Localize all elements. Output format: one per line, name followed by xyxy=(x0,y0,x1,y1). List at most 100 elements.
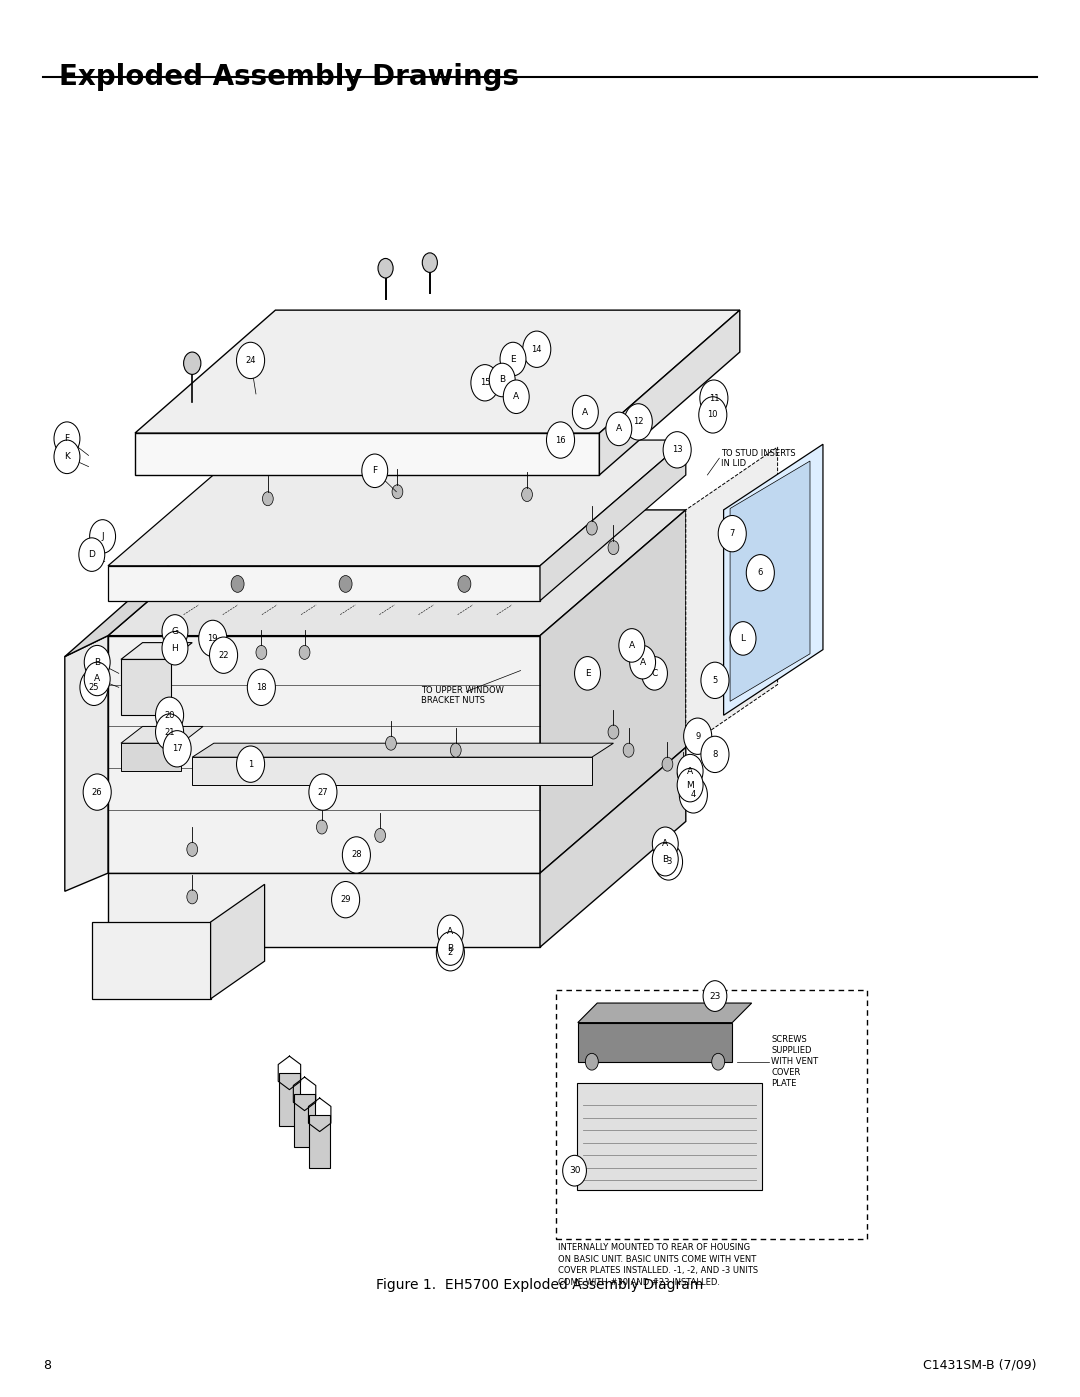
Text: K: K xyxy=(64,453,70,461)
Text: A: A xyxy=(582,408,589,416)
Circle shape xyxy=(332,882,360,918)
Text: A: A xyxy=(629,641,635,650)
Text: E: E xyxy=(584,669,591,678)
Text: 10: 10 xyxy=(707,411,718,419)
Circle shape xyxy=(187,890,198,904)
Polygon shape xyxy=(135,310,740,433)
Circle shape xyxy=(586,521,597,535)
Polygon shape xyxy=(686,447,778,747)
Text: B: B xyxy=(94,658,100,666)
Circle shape xyxy=(436,935,464,971)
Polygon shape xyxy=(577,1083,762,1190)
Text: F: F xyxy=(65,434,69,443)
Circle shape xyxy=(386,736,396,750)
Text: 21: 21 xyxy=(164,728,175,736)
Polygon shape xyxy=(92,922,211,999)
Text: TO UPPER WINDOW
BRACKET NUTS: TO UPPER WINDOW BRACKET NUTS xyxy=(421,686,504,705)
Circle shape xyxy=(677,767,688,781)
Circle shape xyxy=(156,697,184,733)
Text: 4: 4 xyxy=(691,791,696,799)
Polygon shape xyxy=(192,757,592,785)
Circle shape xyxy=(184,352,201,374)
Text: A: A xyxy=(447,928,454,936)
Text: 17: 17 xyxy=(172,745,183,753)
Text: A: A xyxy=(616,425,622,433)
Polygon shape xyxy=(121,659,171,715)
Circle shape xyxy=(730,622,756,655)
Polygon shape xyxy=(540,747,686,947)
Text: 6: 6 xyxy=(758,569,762,577)
Polygon shape xyxy=(192,743,613,757)
Text: E: E xyxy=(510,355,516,363)
Text: 13: 13 xyxy=(672,446,683,454)
Text: SCREWS
SUPPLIED
WITH VENT
COVER
PLATE: SCREWS SUPPLIED WITH VENT COVER PLATE xyxy=(771,1035,819,1088)
Circle shape xyxy=(701,736,729,773)
Circle shape xyxy=(523,331,551,367)
Text: 22: 22 xyxy=(218,651,229,659)
Circle shape xyxy=(237,342,265,379)
Text: L: L xyxy=(741,634,745,643)
Text: A: A xyxy=(662,840,669,848)
Text: 23: 23 xyxy=(710,992,720,1000)
Circle shape xyxy=(471,365,499,401)
Text: A: A xyxy=(513,393,519,401)
Text: B: B xyxy=(499,376,505,384)
Text: H: H xyxy=(172,644,178,652)
Circle shape xyxy=(608,541,619,555)
Circle shape xyxy=(572,395,598,429)
Circle shape xyxy=(677,768,703,802)
Text: 28: 28 xyxy=(351,851,362,859)
Circle shape xyxy=(630,645,656,679)
Circle shape xyxy=(746,555,774,591)
Polygon shape xyxy=(108,566,540,601)
Circle shape xyxy=(437,932,463,965)
Circle shape xyxy=(701,662,729,698)
Circle shape xyxy=(339,576,352,592)
Polygon shape xyxy=(108,636,540,873)
Circle shape xyxy=(663,432,691,468)
Text: A: A xyxy=(639,658,646,666)
Circle shape xyxy=(79,538,105,571)
Text: 8: 8 xyxy=(43,1359,51,1372)
Circle shape xyxy=(662,757,673,771)
Circle shape xyxy=(652,827,678,861)
Polygon shape xyxy=(108,440,686,566)
Polygon shape xyxy=(121,643,192,659)
Polygon shape xyxy=(724,444,823,715)
Polygon shape xyxy=(108,510,686,636)
Circle shape xyxy=(156,714,184,750)
Polygon shape xyxy=(65,636,108,891)
Circle shape xyxy=(316,820,327,834)
Text: 1: 1 xyxy=(248,760,253,768)
Circle shape xyxy=(162,631,188,665)
Polygon shape xyxy=(578,1003,752,1023)
Polygon shape xyxy=(65,510,254,657)
Circle shape xyxy=(187,842,198,856)
Circle shape xyxy=(503,380,529,414)
Text: F: F xyxy=(373,467,377,475)
Bar xyxy=(279,1073,300,1126)
Circle shape xyxy=(437,915,463,949)
Circle shape xyxy=(163,731,191,767)
Circle shape xyxy=(699,397,727,433)
Text: C: C xyxy=(651,669,658,678)
Circle shape xyxy=(309,774,337,810)
Text: B: B xyxy=(662,855,669,863)
Text: 3: 3 xyxy=(666,858,671,866)
Polygon shape xyxy=(211,884,265,999)
Text: A: A xyxy=(94,675,100,683)
Text: INTERNALLY MOUNTED TO REAR OF HOUSING
ON BASIC UNIT. BASIC UNITS COME WITH VENT
: INTERNALLY MOUNTED TO REAR OF HOUSING ON… xyxy=(558,1243,758,1287)
Circle shape xyxy=(623,743,634,757)
Circle shape xyxy=(199,620,227,657)
Text: 24: 24 xyxy=(245,356,256,365)
Circle shape xyxy=(546,422,575,458)
Circle shape xyxy=(684,718,712,754)
Circle shape xyxy=(90,520,116,553)
Circle shape xyxy=(162,615,188,648)
Circle shape xyxy=(247,669,275,705)
Text: A: A xyxy=(687,767,693,775)
Text: Figure 1.  EH5700 Exploded Assembly Diagram: Figure 1. EH5700 Exploded Assembly Diagr… xyxy=(376,1278,704,1292)
Circle shape xyxy=(679,777,707,813)
Circle shape xyxy=(80,669,108,705)
Polygon shape xyxy=(135,433,599,475)
